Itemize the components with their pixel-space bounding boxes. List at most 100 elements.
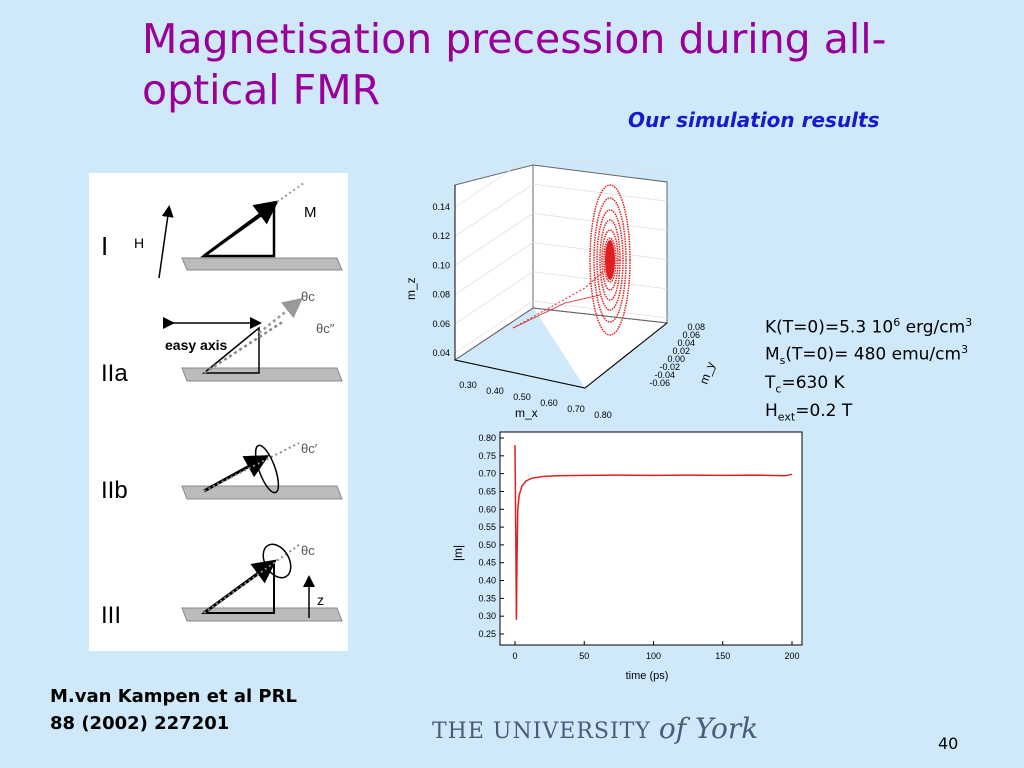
platform-icon [181, 257, 343, 271]
z-label: z [317, 592, 324, 608]
precession-orbit-icon [254, 444, 280, 494]
precession-diagram: I H M IIa easy axis θc θc″ IIb [89, 173, 348, 651]
parameter-name: T [765, 372, 776, 393]
z-tick-label: 0.08 [432, 290, 450, 300]
z-tick-labels: 0.14 0.12 0.10 0.08 0.06 0.04 [432, 202, 450, 358]
precession-ellipse [589, 184, 631, 336]
parameter-subscript: s [779, 353, 786, 367]
parameter-row: Tc=630 K [765, 372, 972, 400]
precession-core [605, 240, 615, 280]
label-M: M [304, 204, 317, 221]
cone-triangle [201, 326, 260, 374]
magnetisation-arrow-icon [203, 200, 279, 258]
parameter-value: =630 K [781, 372, 845, 393]
y-tick-labels: 0.080.060.040.020.00-0.02-0.04-0.06 [649, 322, 705, 388]
magnitude-series-line [514, 445, 793, 620]
stage-III: III θc z [101, 543, 343, 629]
dotted-extension [276, 182, 305, 203]
parameter-unit-exponent: 3 [961, 342, 969, 356]
theta-c-prime-label: θc′ [301, 441, 318, 456]
x-tick-label: 150 [715, 651, 730, 661]
precession-ellipse [599, 219, 621, 301]
z-tick-label: 0.10 [432, 260, 450, 270]
y-axis-label: |m| [451, 545, 465, 561]
x-tick-label: 0.50 [513, 392, 531, 402]
y-tick-label: 0.08 [687, 322, 705, 332]
y-axis-label: m_y [697, 360, 718, 386]
parameter-exponent: 6 [893, 316, 901, 329]
stage-label-III: III [101, 602, 121, 629]
parameter-value: =0.2 T [795, 401, 853, 422]
precession-orbit-icon [262, 543, 292, 579]
precession-ellipse [596, 209, 624, 311]
field-arrow-icon [158, 205, 174, 279]
y-tick-label: 0.35 [478, 593, 496, 603]
x-tick-label: 0.40 [486, 386, 504, 396]
y-tick-label: 0.25 [478, 629, 496, 639]
parameter-unit-exponent: 3 [965, 316, 973, 329]
plot-area [499, 431, 803, 646]
x-tick-label: 0 [512, 651, 517, 661]
parameter-name: M [765, 344, 780, 365]
y-tick-label: -0.04 [654, 370, 675, 380]
y-tick-label: 0.30 [478, 611, 496, 621]
rotated-magnetisation-icon [258, 297, 303, 334]
trajectory-3d-chart: 0.140.120.100.080.060.04 0.300.400.500.6… [404, 160, 718, 420]
y-tick-label: 0.02 [672, 346, 690, 356]
parameter-name: H [765, 401, 778, 422]
label-H: H [134, 235, 144, 251]
initial-trajectory-line [512, 294, 601, 329]
magnitude-time-chart: 0.25 0.30 0.35 0.40 0.45 0.50 0.55 0.60 0.65 0.70… [451, 431, 803, 682]
x-tick-label: 200 [784, 651, 799, 661]
theta-c-label: θc [301, 289, 315, 304]
platform-icon [181, 607, 343, 622]
dotted-magnetisation [203, 319, 285, 375]
x-tick-label: 100 [646, 651, 661, 661]
y-tick-label: 0.45 [478, 558, 496, 568]
y-tick-label: 0.40 [478, 576, 496, 586]
x-tick-label: 0.60 [540, 398, 558, 408]
citation: M.van Kampen et al PRL 88 (2002) 227201 [50, 683, 297, 737]
precession-diagram-svg: I H M IIa easy axis θc θc″ IIb [101, 182, 343, 629]
y-tick-label: 0.55 [478, 522, 496, 532]
parameter-subscript: c [775, 382, 782, 396]
x-tick-label: 50 [579, 651, 589, 661]
parameters-block: K(T=0)=5.3 106 erg/cm3 Ms(T=0)= 480 emu/c… [765, 312, 972, 428]
university-logo: THE UNIVERSITY of York [432, 712, 758, 745]
y-tick-label: 0.75 [478, 451, 496, 461]
parameter-row: Hext=0.2 T [765, 400, 972, 428]
y-tick-label: 0.60 [478, 504, 496, 514]
page-number: 40 [938, 734, 959, 753]
slide-title: Magnetisation precession during all-opti… [142, 15, 887, 114]
stage-label-IIa: IIa [101, 360, 128, 387]
precession-ellipse [593, 197, 627, 323]
theta-c-double-label: θc″ [316, 321, 335, 336]
y-tick-label: 0.04 [677, 338, 695, 348]
z-tick-label: 0.04 [432, 348, 450, 358]
theta-c-label: θc [301, 543, 315, 558]
platform-icon [181, 367, 343, 382]
parameter-condition: (T=0) [785, 344, 835, 365]
y-tick-label: 0.65 [478, 486, 496, 496]
x-tick-label: 0.70 [567, 404, 585, 414]
z-axis-label: m_z [404, 277, 418, 300]
parameter-row: Ms(T=0)= 480 emu/cm3 [765, 339, 972, 372]
x-axis-label: m_x [515, 406, 538, 420]
z-tick-label: 0.06 [432, 319, 450, 329]
y-tick-label: 0.50 [478, 540, 496, 550]
stage-label-I: I [101, 231, 108, 261]
platform-icon [181, 485, 343, 500]
stage-I: I H M [101, 182, 343, 279]
parameter-value: = 480 emu/cm [834, 344, 962, 365]
stage-IIb: IIb θc′ [101, 441, 343, 504]
y-tick-label: -0.02 [659, 362, 680, 372]
x-tick-labels: 0.30 0.40 0.50 0.60 0.70 0.80 [459, 380, 612, 420]
parameter-condition: (T=0) [776, 317, 825, 338]
parameter-unit: erg/cm [900, 317, 966, 338]
citation-line-2: 88 (2002) 227201 [50, 713, 230, 734]
logo-prefix: THE UNIVERSITY [432, 719, 651, 744]
y-tick-label: -0.06 [649, 378, 670, 388]
parameter-subscript: ext [777, 410, 796, 424]
x-tick-label: 0.80 [594, 410, 612, 420]
parameter-name: K [765, 317, 777, 338]
